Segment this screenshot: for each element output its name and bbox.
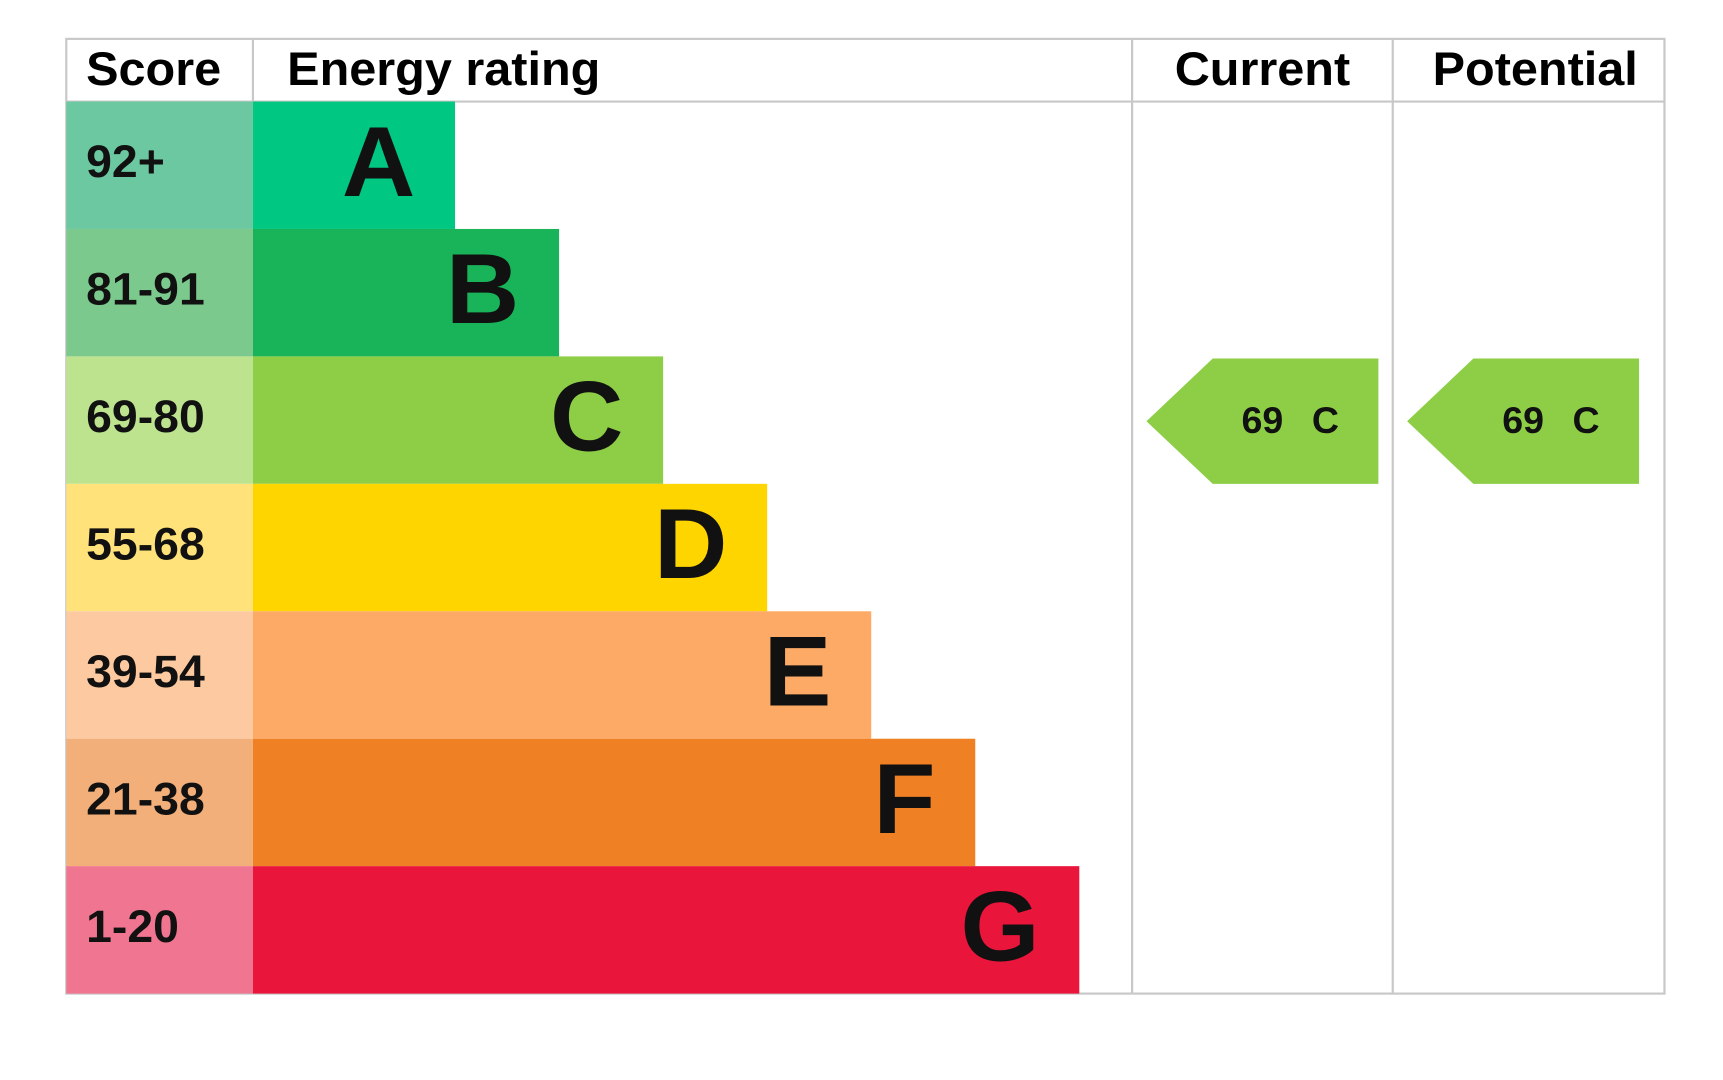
current-letter: C <box>1312 399 1339 441</box>
rating-bar <box>252 611 872 739</box>
score-cell <box>66 483 253 612</box>
score-label: 92+ <box>86 136 165 187</box>
rating-letter: E <box>764 617 832 728</box>
rating-letter: A <box>342 107 415 218</box>
score-cell <box>66 228 253 357</box>
score-label: 39-54 <box>86 645 205 696</box>
score-label: 21-38 <box>86 773 205 824</box>
score-cell <box>66 101 253 229</box>
rating-letter: D <box>654 489 727 600</box>
rating-letter: B <box>446 234 519 345</box>
header-current: Current <box>1175 42 1350 95</box>
score-label: 69-80 <box>86 391 205 442</box>
potential-arrow <box>1407 358 1640 484</box>
rating-bar <box>252 866 1080 994</box>
rating-bar <box>252 483 768 612</box>
potential-value: 69 <box>1502 399 1544 441</box>
potential-letter: C <box>1572 399 1599 441</box>
header-rating: Energy rating <box>287 42 600 95</box>
rating-bar <box>252 738 976 867</box>
rating-bar <box>252 228 560 357</box>
score-cell <box>66 866 253 994</box>
rating-letter: F <box>873 744 935 855</box>
score-label: 55-68 <box>86 518 205 569</box>
rating-letter: G <box>961 871 1040 982</box>
current-arrow <box>1146 358 1379 484</box>
score-cell <box>66 611 253 739</box>
rating-letter: C <box>550 362 623 473</box>
rating-bar <box>252 101 456 229</box>
rating-bar <box>252 356 664 484</box>
score-label: 81-91 <box>86 263 205 314</box>
header-score: Score <box>86 42 221 95</box>
header-potential: Potential <box>1433 42 1638 95</box>
score-cell <box>66 356 253 484</box>
current-value: 69 <box>1242 399 1284 441</box>
score-label: 1-20 <box>86 900 179 951</box>
score-cell <box>66 738 253 867</box>
